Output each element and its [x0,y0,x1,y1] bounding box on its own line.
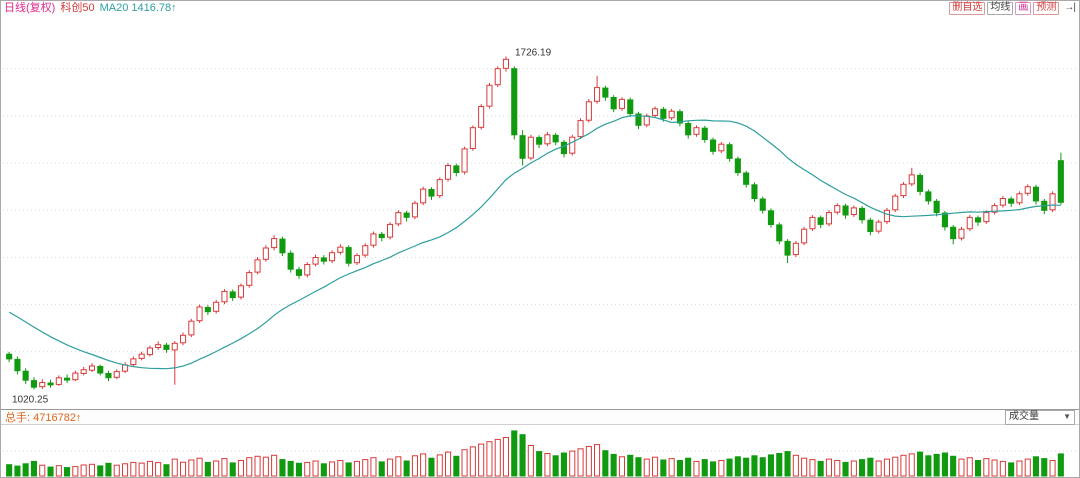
volume-chart-canvas[interactable] [1,425,1080,477]
collapse-panel-icon[interactable]: →| [1064,2,1076,13]
period-label[interactable]: 日线(复权) [4,2,56,14]
ma-settings-button[interactable]: 均线 [987,1,1014,15]
total-volume-label: 总手: 4716782↑ [5,412,82,424]
price-chart-area: 1726.19 1020.25 [1,15,1079,409]
chevron-down-icon: ▼ [1063,412,1071,421]
forecast-button[interactable]: 预测 [1033,1,1060,15]
header-toolbar: 删自选 均线 画 预测 →| [949,1,1076,15]
symbol-name: 科创50 [60,2,95,14]
chart-header: 日线(复权) 科创50 MA20 1416.78↑ 删自选 均线 画 预测 →| [1,1,1079,15]
volume-chart-area [1,425,1079,477]
chart-title: 日线(复权) 科创50 MA20 1416.78↑ [4,1,177,15]
volume-indicator-dropdown[interactable]: 成交量 ▼ [1005,409,1075,425]
svg-text:1020.25: 1020.25 [12,394,49,405]
volume-header: 总手: 4716782↑ 成交量 ▼ [1,409,1079,425]
price-chart-canvas[interactable]: 1726.19 1020.25 [1,15,1080,409]
ma-indicator-value: MA20 1416.78↑ [99,2,177,14]
draw-button[interactable]: 画 [1015,1,1032,15]
remove-watchlist-button[interactable]: 删自选 [949,1,986,15]
svg-text:1726.19: 1726.19 [515,47,552,58]
volume-indicator-value: 成交量 [1009,411,1039,422]
